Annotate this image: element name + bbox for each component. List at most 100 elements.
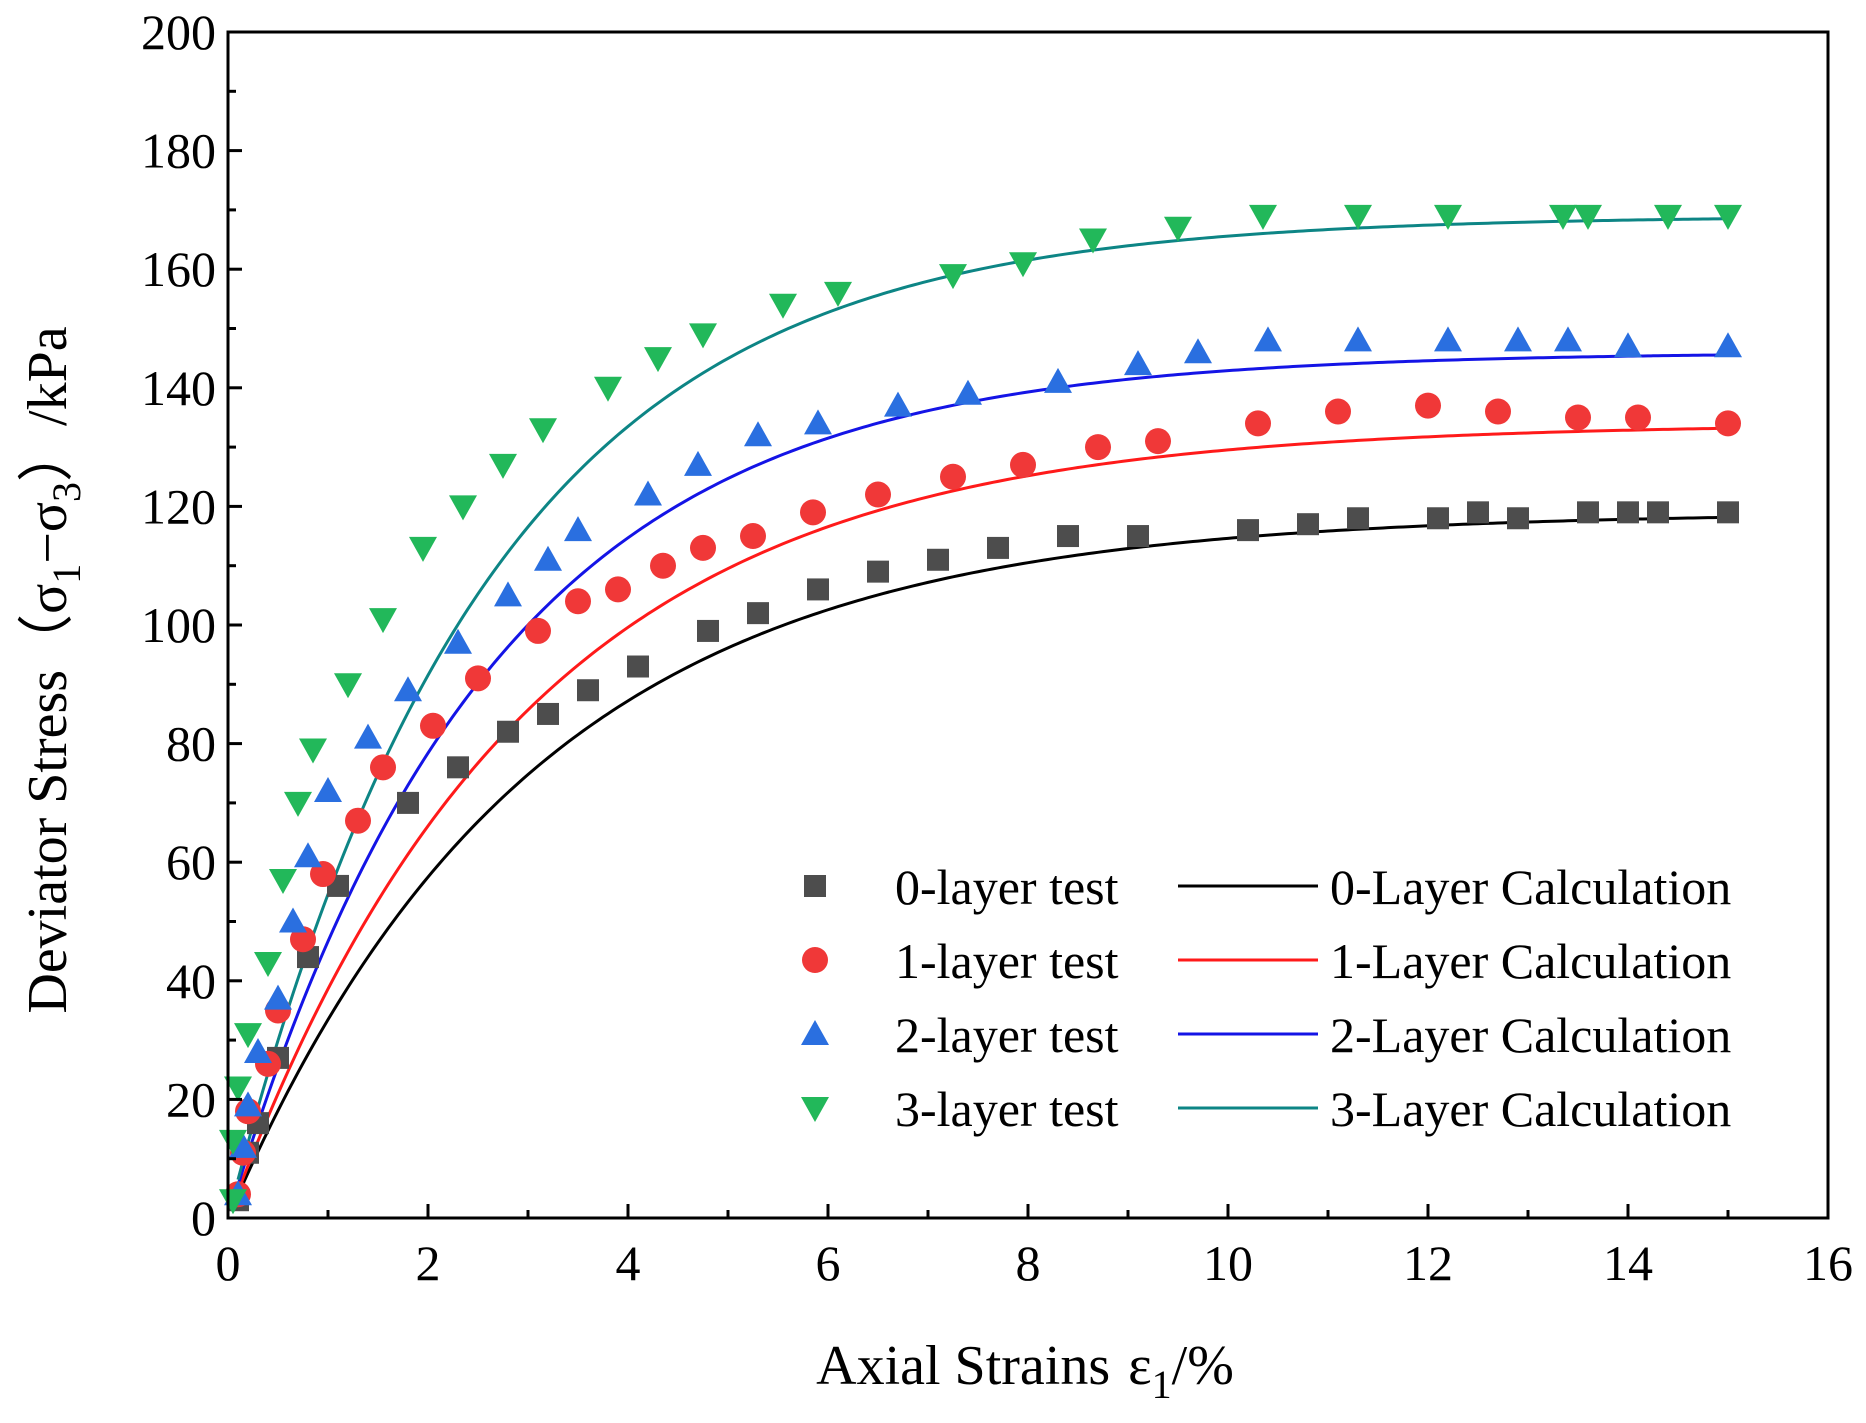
test-point-1 <box>310 861 336 888</box>
test-point-3 <box>594 376 622 402</box>
test-point-2 <box>264 984 292 1010</box>
test-point-3 <box>219 1129 247 1155</box>
test-point-1 <box>800 499 826 526</box>
test-point-0 <box>627 655 649 678</box>
test-point-3 <box>1714 204 1742 230</box>
test-point-3 <box>689 323 717 349</box>
test-point-3 <box>284 791 312 817</box>
test-point-2 <box>1434 326 1462 352</box>
test-point-3 <box>1079 228 1107 254</box>
y-tick-label: 200 <box>141 4 216 60</box>
test-point-3 <box>449 495 477 521</box>
test-point-3 <box>1574 204 1602 230</box>
x-tick-label: 14 <box>1603 1235 1653 1291</box>
x-tick-label: 16 <box>1803 1235 1853 1291</box>
test-point-2 <box>394 676 422 702</box>
test-point-2 <box>744 421 772 447</box>
test-point-0 <box>1467 501 1489 524</box>
test-point-2 <box>634 480 662 506</box>
test-point-1 <box>740 523 766 550</box>
test-point-3 <box>1009 252 1037 278</box>
test-point-3 <box>824 281 852 307</box>
test-point-3 <box>234 1023 262 1049</box>
y-tick-label: 40 <box>166 953 216 1009</box>
test-point-2 <box>804 409 832 435</box>
legend-label-calc-2: 2-Layer Calculation <box>1330 1007 1731 1063</box>
test-point-2 <box>234 1091 262 1117</box>
test-point-0 <box>1507 507 1529 530</box>
test-point-1 <box>290 926 316 953</box>
x-tick-label: 12 <box>1403 1235 1453 1291</box>
legend-label-test-0: 0-layer test <box>895 859 1119 915</box>
y-tick-label: 160 <box>141 241 216 297</box>
x-tick-label: 8 <box>1016 1235 1041 1291</box>
y-tick-label: 0 <box>191 1190 216 1246</box>
legend-label-calc-1: 1-Layer Calculation <box>1330 933 1731 989</box>
legend-label-test-2: 2-layer test <box>895 1007 1119 1063</box>
legend-label-calc-3: 3-Layer Calculation <box>1330 1081 1731 1137</box>
test-point-1 <box>1245 410 1271 437</box>
test-point-2 <box>1614 332 1642 358</box>
test-point-1 <box>1145 428 1171 455</box>
test-point-2 <box>1044 367 1072 393</box>
test-point-0 <box>1127 525 1149 548</box>
test-point-2 <box>279 907 307 933</box>
x-tick-label: 0 <box>216 1235 241 1291</box>
test-point-2 <box>1504 326 1532 352</box>
legend-marker-1 <box>802 947 828 973</box>
y-tick-label: 120 <box>141 478 216 534</box>
test-point-0 <box>447 756 469 779</box>
y-tick-label: 20 <box>166 1071 216 1127</box>
calc-curve-3 <box>236 217 1729 1181</box>
test-point-2 <box>494 581 522 607</box>
test-point-3 <box>489 453 517 479</box>
test-point-3 <box>369 608 397 634</box>
test-point-1 <box>1565 404 1591 431</box>
test-point-2 <box>1344 326 1372 352</box>
test-point-1 <box>1485 398 1511 425</box>
x-axis-title: Axial Strains ε1/% <box>816 1335 1234 1407</box>
test-point-1 <box>865 481 891 508</box>
test-point-0 <box>807 578 829 601</box>
test-point-1 <box>1085 434 1111 461</box>
test-point-3 <box>939 264 967 290</box>
test-point-0 <box>1427 507 1449 530</box>
test-point-0 <box>1617 501 1639 524</box>
test-point-2 <box>314 777 342 803</box>
test-point-3 <box>1549 204 1577 230</box>
test-point-1 <box>465 665 491 692</box>
test-point-0 <box>1057 525 1079 548</box>
legend-marker-2 <box>801 1020 829 1045</box>
test-point-2 <box>244 1037 272 1063</box>
legend: 0-layer test 0-Layer Calculation 1-layer t… <box>801 859 1731 1137</box>
y-tick-label: 60 <box>166 834 216 890</box>
test-point-1 <box>565 588 591 615</box>
y-tick-label: 100 <box>141 597 216 653</box>
test-point-3 <box>1654 204 1682 230</box>
test-point-0 <box>697 619 719 642</box>
test-point-3 <box>334 673 362 699</box>
legend-label-calc-0: 0-Layer Calculation <box>1330 859 1731 915</box>
test-point-0 <box>867 560 889 583</box>
test-point-2 <box>954 379 982 405</box>
test-point-1 <box>1415 392 1441 419</box>
test-point-1 <box>370 754 396 781</box>
test-point-3 <box>269 868 297 894</box>
test-point-2 <box>229 1132 257 1158</box>
test-point-0 <box>1237 519 1259 542</box>
test-point-3 <box>254 952 282 978</box>
test-point-0 <box>1717 501 1739 524</box>
test-point-0 <box>1577 501 1599 524</box>
y-tick-label: 80 <box>166 716 216 772</box>
test-point-0 <box>1647 501 1669 524</box>
test-point-2 <box>1714 332 1742 358</box>
calc-curve-0 <box>236 515 1729 1196</box>
test-point-0 <box>397 791 419 814</box>
test-point-2 <box>1184 338 1212 364</box>
test-point-2 <box>534 545 562 571</box>
test-point-1 <box>420 712 446 739</box>
test-point-0 <box>987 536 1009 559</box>
